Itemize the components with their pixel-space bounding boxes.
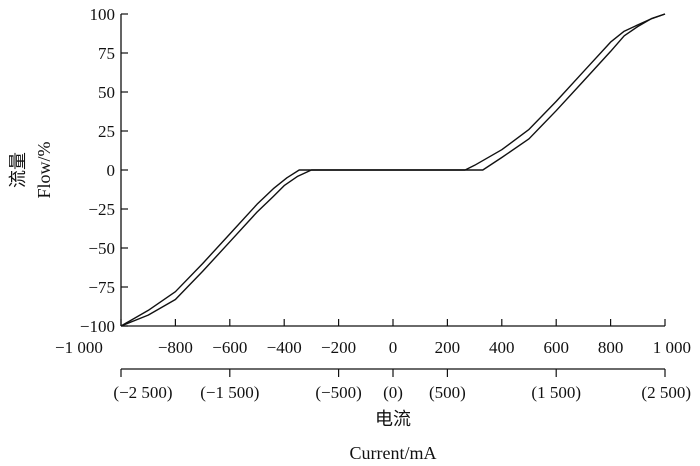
y-tick-label: 75 [98, 44, 115, 63]
x-tick-label: 0 [389, 338, 398, 357]
x-tick-label: −200 [321, 338, 356, 357]
secondary-x-tick-label: (0) [383, 383, 403, 402]
x-tick-label: 600 [543, 338, 569, 357]
x-axis-label-cn: 电流 [375, 409, 411, 429]
y-axis-ticks: −100 −75 −50 −25 0 25 50 75 100 [80, 5, 128, 336]
x-tick-label: 400 [489, 338, 515, 357]
x-tick-label: 1 000 [653, 338, 691, 357]
secondary-x-axis-ticks: (−2 500) (−1 500) (−500) (0) (500) (1 500) (2 … [113, 369, 691, 402]
y-axis-label-cn: 流量 [8, 152, 28, 188]
y-tick-label: −75 [88, 278, 115, 297]
y-tick-label: −50 [88, 239, 115, 258]
secondary-x-tick-label: (−2 500) [113, 383, 172, 402]
plot-area [120, 14, 665, 370]
x-tick-label: −600 [212, 338, 247, 357]
x-tick-label: −800 [158, 338, 193, 357]
x-axis-label-en: Current/mA [350, 443, 437, 463]
y-tick-label: −25 [88, 200, 115, 219]
x-tick-label: −400 [267, 338, 302, 357]
secondary-x-tick-label: (2 500) [641, 383, 691, 402]
y-axis-label-en: Flow/% [34, 141, 54, 198]
x-tick-label: 200 [435, 338, 461, 357]
secondary-x-tick-label: (500) [429, 383, 466, 402]
y-tick-label: 50 [98, 83, 115, 102]
secondary-x-tick-label: (−1 500) [200, 383, 259, 402]
y-tick-label: 25 [98, 122, 115, 141]
y-tick-label: 100 [90, 5, 116, 24]
secondary-x-tick-label: (−500) [315, 383, 361, 402]
secondary-x-tick-label: (1 500) [531, 383, 581, 402]
x-tick-label: −1 000 [55, 338, 103, 357]
series-line-2 [120, 13, 666, 327]
series-lines [120, 13, 666, 327]
y-tick-label: 0 [107, 161, 116, 180]
x-tick-label: 800 [598, 338, 624, 357]
x-axis-ticks: −1 000 −800 −600 −400 −200 0 200 400 600 800 1 000 [55, 319, 691, 357]
y-tick-label: −100 [80, 317, 115, 336]
